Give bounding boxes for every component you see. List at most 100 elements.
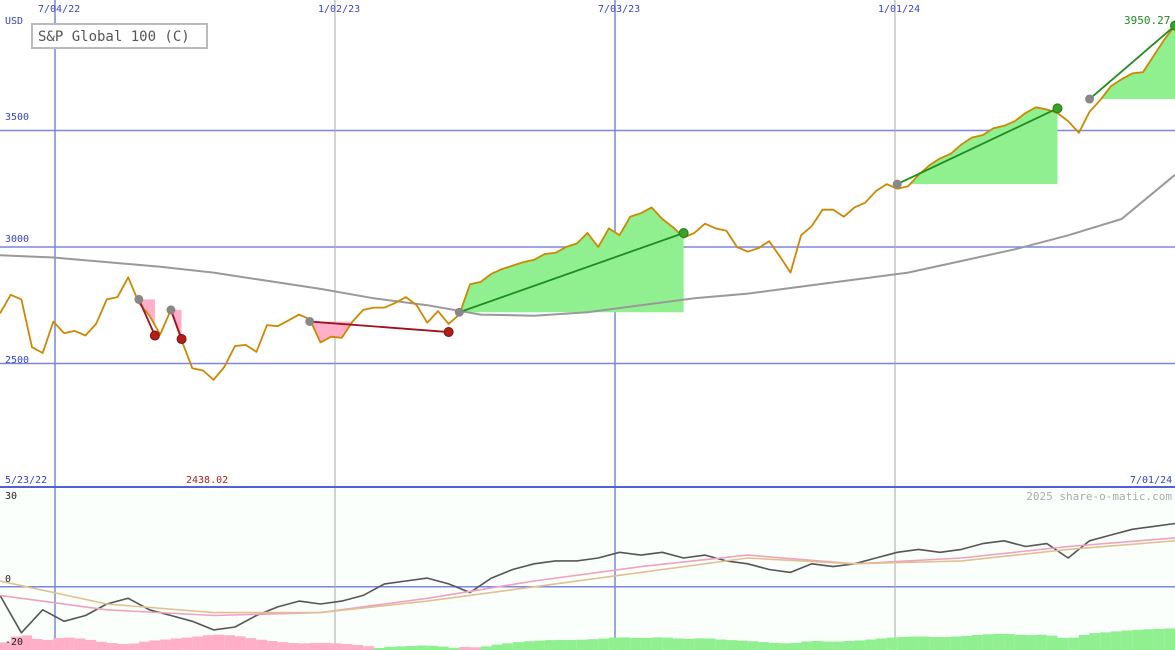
volume-bar-positive <box>833 641 844 650</box>
loss-exit-point <box>149 330 160 341</box>
volume-bar-positive <box>843 641 855 650</box>
volume-bar-positive <box>448 647 460 650</box>
loss-exit-point <box>176 334 187 345</box>
volume-bar-positive <box>769 642 780 650</box>
y-tick-label: 2500 <box>5 355 29 366</box>
volume-bar-positive <box>427 645 438 650</box>
volume-bar-positive <box>587 639 599 650</box>
volume-bar-positive <box>1164 628 1175 650</box>
last-value-label: 3950.27 <box>1124 14 1170 27</box>
volume-bar-negative <box>96 641 107 650</box>
volume-bar-positive <box>651 637 663 650</box>
price-line <box>0 25 1175 381</box>
volume-bar-positive <box>598 638 609 650</box>
volume-bar-positive <box>555 639 567 650</box>
volume-bar-positive <box>1057 637 1069 650</box>
volume-bar-negative <box>267 641 278 650</box>
volume-bar-negative <box>352 644 364 650</box>
volume-bar-positive <box>576 639 588 650</box>
volume-bar-negative <box>10 636 22 650</box>
signal-lines <box>138 24 1175 340</box>
volume-bars <box>0 628 1175 650</box>
volume-bar-negative <box>341 644 353 650</box>
x-tick-label: 7/04/22 <box>38 4 80 15</box>
volume-bar-negative <box>203 635 214 650</box>
volume-bar-positive <box>1046 635 1058 650</box>
volume-bar-negative <box>106 643 118 650</box>
volume-bar-positive <box>683 638 695 650</box>
volume-bar-negative <box>288 643 300 650</box>
volume-bar-positive <box>534 640 545 650</box>
volume-bar-negative <box>224 635 235 650</box>
volume-bar-negative <box>74 638 86 650</box>
volume-bar-positive <box>384 646 396 650</box>
volume-bar-positive <box>1014 635 1026 650</box>
volume-bar-positive <box>1132 629 1143 650</box>
volume-bar-negative <box>459 646 470 650</box>
volume-bar-negative <box>53 638 65 650</box>
signal-entry-point <box>166 305 176 315</box>
volume-bar-positive <box>950 636 962 650</box>
volume-bar-negative <box>181 637 193 650</box>
volume-bar-negative <box>160 639 171 650</box>
gain-fill-area <box>1089 25 1175 100</box>
volume-bar-positive <box>758 642 770 650</box>
volume-bar-negative <box>309 642 321 650</box>
volume-bar-negative <box>117 644 129 650</box>
oscillator-line <box>0 522 1175 634</box>
volume-bar-positive <box>1068 637 1079 650</box>
y-tick-label: 3500 <box>5 112 29 123</box>
signal-fill-areas <box>138 25 1175 343</box>
gain-exit-point <box>678 228 689 239</box>
volume-bar-positive <box>544 640 556 650</box>
volume-bar-negative <box>363 646 374 650</box>
oscillator-panel-bg <box>0 489 1175 650</box>
volume-bar-positive <box>373 648 385 650</box>
volume-bar-negative <box>170 638 182 650</box>
oscillator-lines <box>0 522 1175 634</box>
end-date-label: 7/01/24 <box>1130 475 1172 486</box>
volume-bar-positive <box>1143 629 1154 650</box>
volume-bar-negative <box>235 636 246 650</box>
volume-bar-positive <box>790 642 802 650</box>
volume-bar-positive <box>1100 632 1111 650</box>
gain-exit-point <box>1052 103 1063 114</box>
volume-bar-positive <box>972 635 983 650</box>
loss-signal-line <box>309 320 449 333</box>
loss-exit-point <box>443 327 454 338</box>
y-axis-unit-label: USD <box>5 16 23 27</box>
volume-bar-negative <box>320 642 332 650</box>
volume-bar-positive <box>566 639 577 650</box>
volume-bar-positive <box>1121 630 1133 650</box>
signal-entry-point <box>892 179 902 189</box>
volume-bar-positive <box>715 639 727 650</box>
volume-bar-positive <box>395 646 406 650</box>
volume-bar-positive <box>822 641 834 650</box>
volume-bar-positive <box>1004 634 1015 650</box>
volume-bar-positive <box>897 637 908 650</box>
credit-text: 2025 share-o-matic.com <box>1026 490 1172 503</box>
gain-exit-point <box>1170 20 1175 31</box>
volume-bar-positive <box>1110 631 1122 650</box>
volume-bar-positive <box>801 641 812 650</box>
volume-bar-negative <box>299 643 310 650</box>
volume-bar-positive <box>673 638 684 650</box>
volume-bar-positive <box>1036 634 1047 650</box>
volume-bar-positive <box>502 643 513 650</box>
volume-bar-negative <box>64 637 75 650</box>
gain-signal-line <box>1088 24 1175 100</box>
loss-signal-line <box>138 299 156 336</box>
volume-bar-positive <box>875 638 887 650</box>
main-panel-lines <box>0 25 1175 381</box>
volume-bar-positive <box>908 636 919 650</box>
signal-entry-point <box>454 307 464 317</box>
chart-title: S&P Global 100 (C) <box>38 29 190 45</box>
volume-bar-positive <box>982 634 994 650</box>
volume-bar-positive <box>405 646 417 650</box>
volume-bar-positive <box>640 637 652 650</box>
volume-bar-positive <box>438 646 449 650</box>
volume-bar-negative <box>213 634 225 650</box>
y-tick-label: 3000 <box>5 234 29 245</box>
moving-average-line <box>0 174 1175 317</box>
volume-bar-positive <box>737 640 748 650</box>
